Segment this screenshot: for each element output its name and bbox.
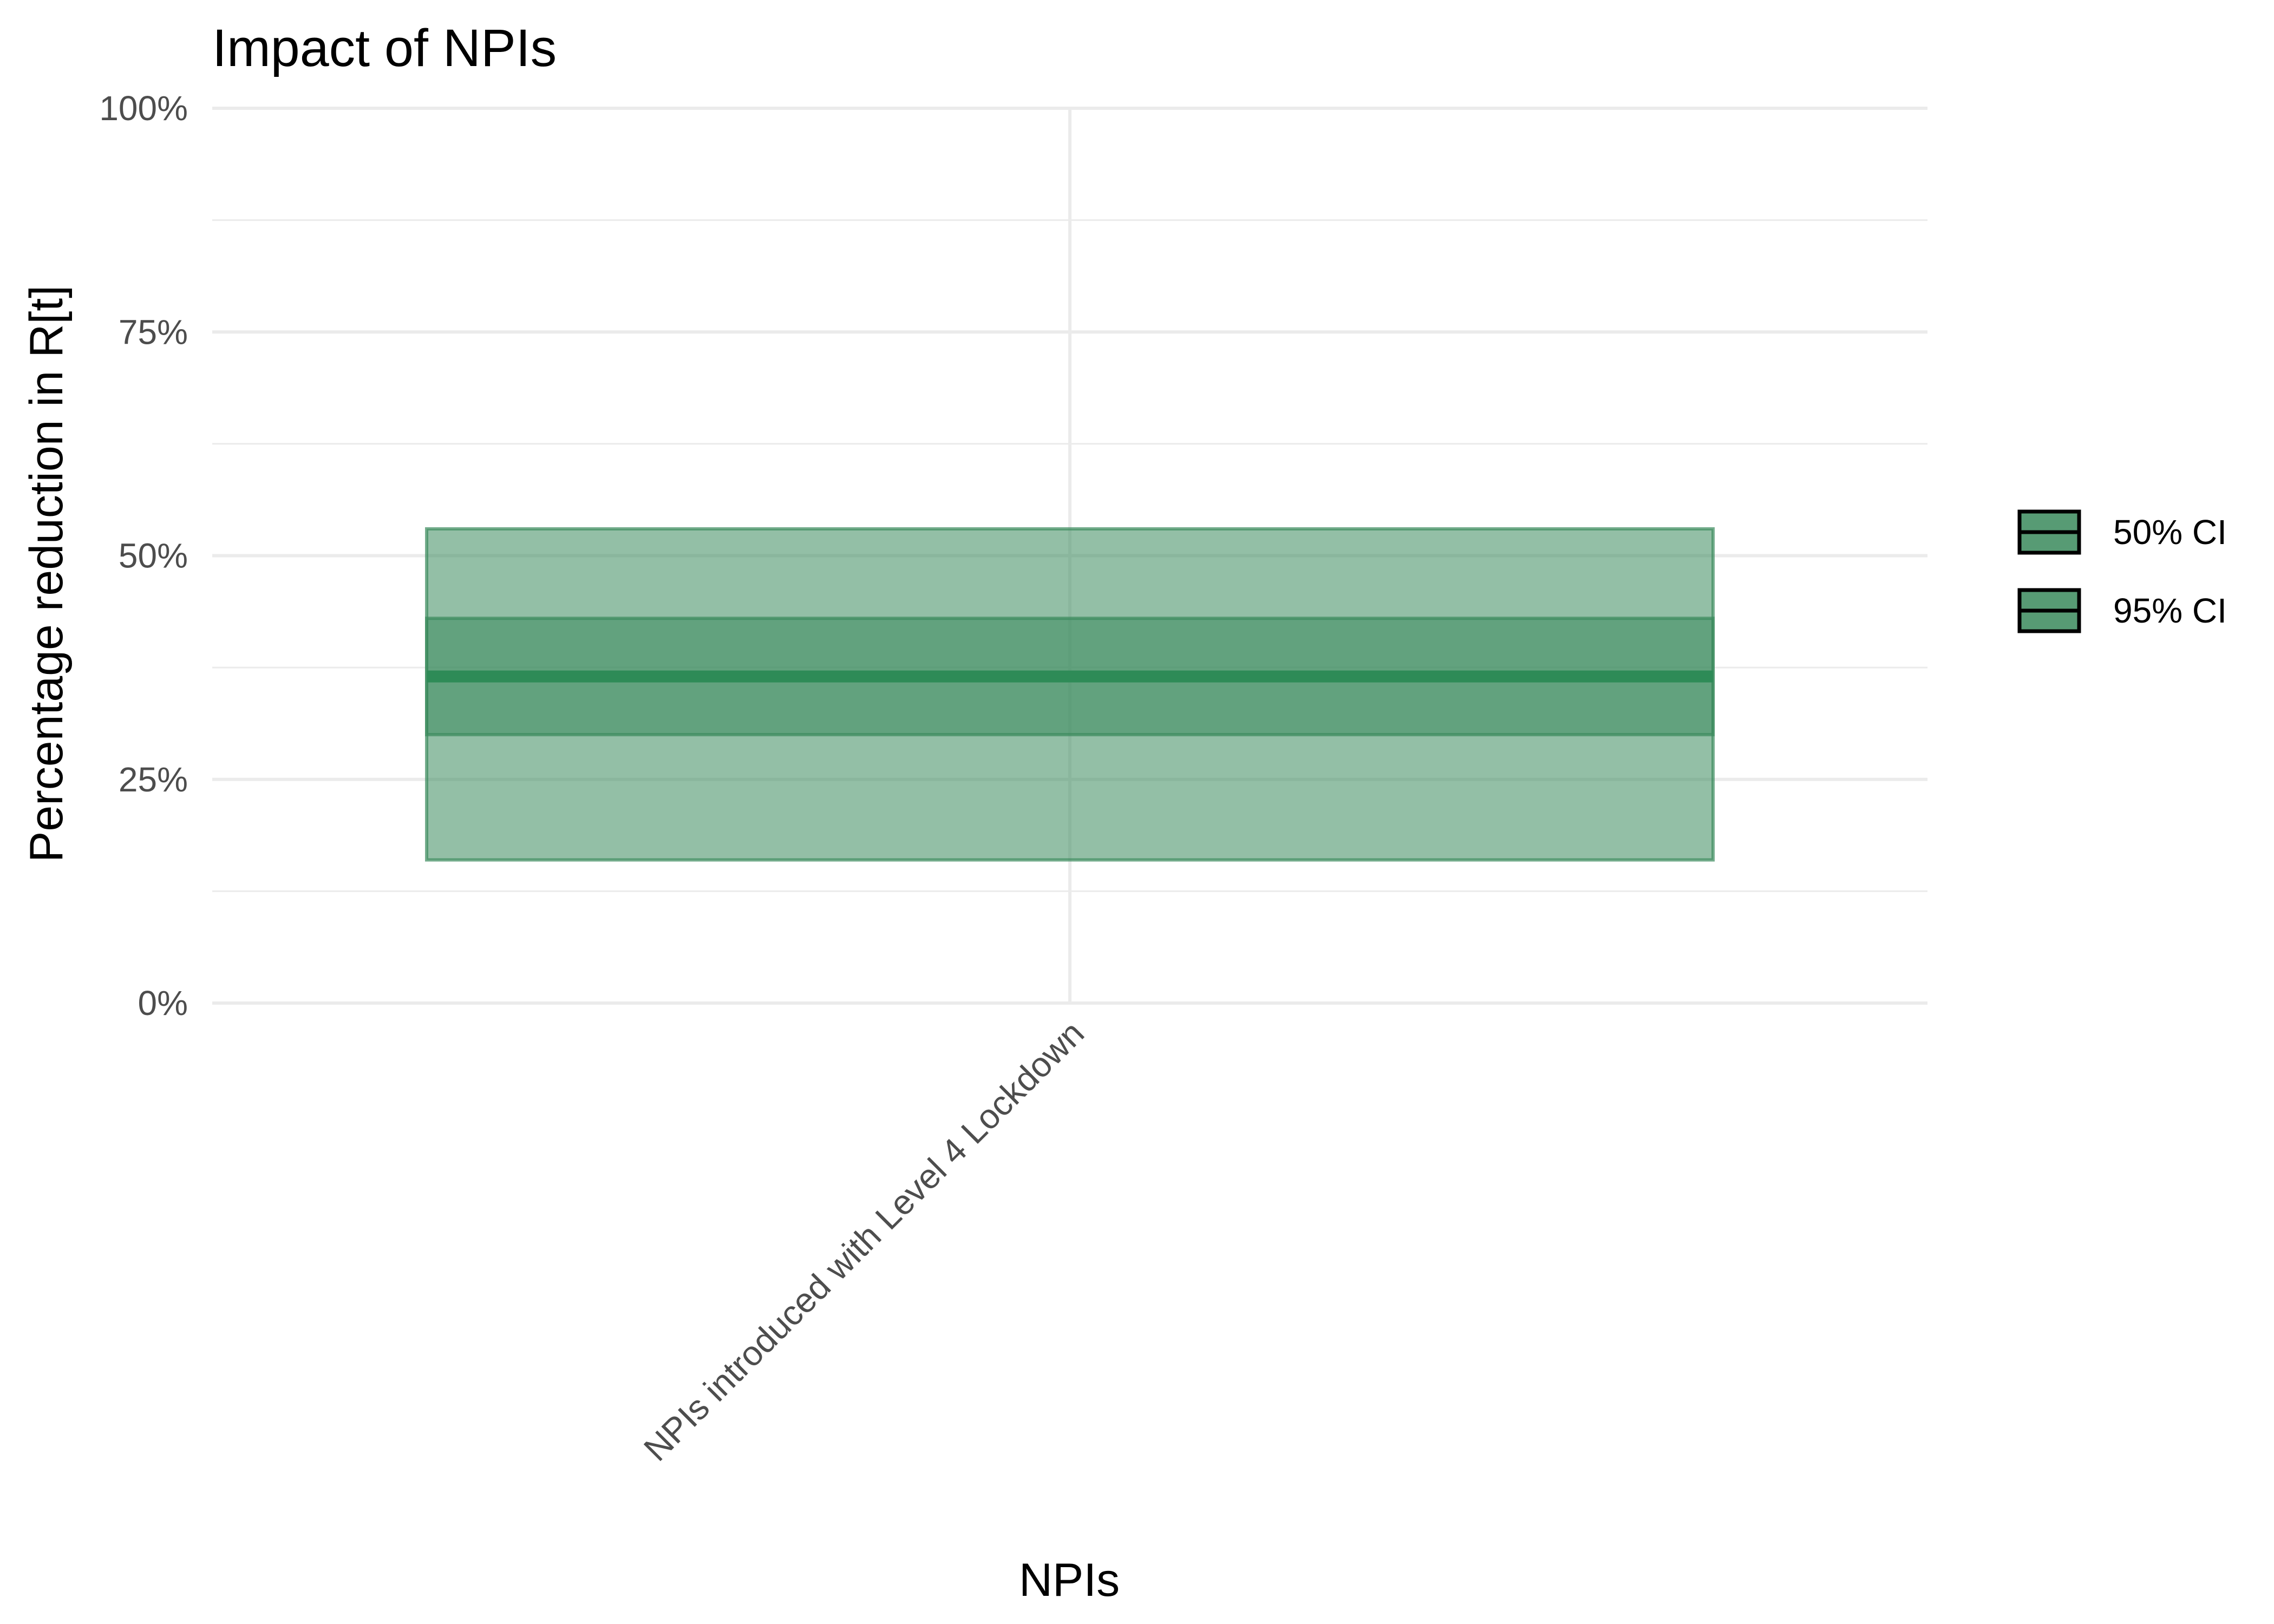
chart-title: Impact of NPIs [212,18,557,77]
y-axis-title: Percentage reduction in R[t] [21,285,73,862]
y-tick-label: 0% [138,984,188,1023]
legend: 50% CI 95% CI [2017,509,2227,633]
legend-label: 95% CI [2113,591,2227,630]
interval-bars [425,527,1715,862]
x-axis-title: NPIs [1019,1554,1120,1606]
x-tick-label: NPIs introduced with Level 4 Lockdown [636,1013,1092,1469]
y-tick-label: 75% [119,312,188,351]
y-tick-label: 50% [119,536,188,575]
y-tick-label: 100% [99,89,188,128]
y-tick-labels: 0% 25% 50% 75% 100% [99,89,188,1023]
y-tick-label: 25% [119,760,188,799]
legend-label: 50% CI [2113,513,2227,552]
x-tick-labels: NPIs introduced with Level 4 Lockdown [636,1013,1092,1469]
